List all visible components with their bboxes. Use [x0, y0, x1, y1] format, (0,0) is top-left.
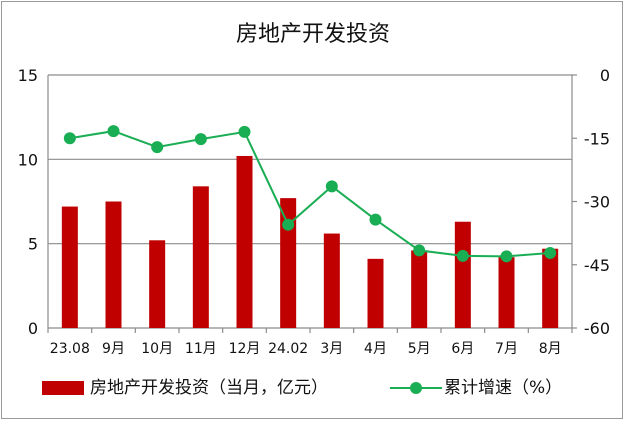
legend-bar-swatch: [42, 381, 84, 395]
bar: [105, 201, 122, 328]
x-tick-label: 11月: [185, 341, 217, 357]
x-tick-label: 8月: [539, 341, 562, 357]
x-tick-label: 10月: [141, 341, 173, 357]
line-point: [107, 125, 120, 138]
right-tick-label: -15: [584, 129, 610, 148]
x-tick-label: 12月: [229, 341, 261, 357]
bar: [61, 206, 78, 328]
line-point: [151, 141, 164, 154]
right-tick-label: 0: [600, 66, 610, 85]
right-tick-label: -60: [584, 319, 610, 338]
x-tick-label: 6月: [451, 341, 474, 357]
line-point: [238, 125, 251, 138]
x-tick-label: 4月: [364, 341, 387, 357]
chart-legend: 房地产开发投资（当月，亿元） 累计增速（%）: [0, 374, 626, 402]
line-point: [282, 218, 295, 231]
line-point: [456, 249, 469, 262]
left-tick-label: 10: [18, 150, 38, 169]
x-tick-label: 7月: [495, 341, 518, 357]
line-series: [69, 130, 551, 258]
legend-bar-label: 房地产开发投资（当月，亿元）: [90, 378, 328, 398]
legend-line-swatch: [390, 382, 442, 394]
x-tick-label: 24.02: [268, 341, 308, 357]
chart-title: 房地产开发投资: [235, 22, 390, 47]
bar: [411, 250, 428, 328]
line-point: [544, 246, 557, 259]
x-tick-label: 5月: [408, 341, 431, 357]
line-point: [194, 133, 207, 146]
line-point: [369, 213, 382, 226]
bar: [367, 258, 384, 328]
bar: [192, 186, 209, 328]
line-point: [63, 132, 76, 145]
line-point: [413, 244, 426, 257]
left-tick-label: 0: [28, 319, 38, 338]
left-tick-label: 15: [18, 66, 38, 85]
line-point: [500, 250, 513, 263]
bar: [454, 221, 471, 328]
x-tick-label: 9月: [102, 341, 125, 357]
right-tick-label: -30: [584, 193, 610, 212]
bar: [280, 198, 297, 328]
bar: [323, 233, 340, 328]
bar: [149, 240, 166, 328]
bar: [498, 257, 515, 328]
legend-line-label: 累计增速（%）: [444, 378, 563, 398]
bar: [542, 248, 559, 328]
x-tick-label: 23.08: [50, 341, 90, 357]
line-point: [325, 180, 338, 193]
bar: [236, 155, 253, 328]
x-tick-label: 3月: [320, 341, 343, 357]
right-tick-label: -45: [584, 256, 610, 275]
left-tick-label: 5: [28, 235, 38, 254]
